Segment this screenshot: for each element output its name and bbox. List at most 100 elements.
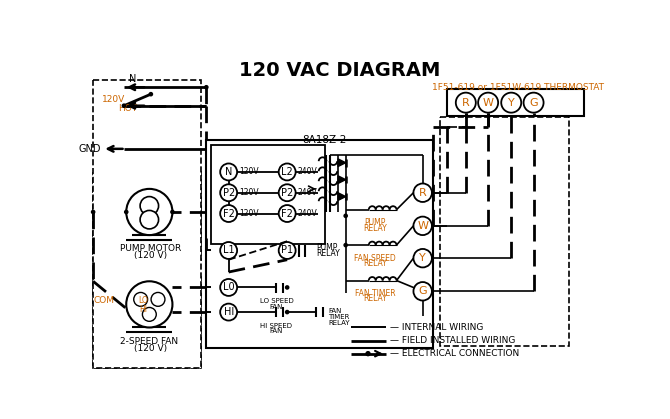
Circle shape bbox=[124, 210, 129, 214]
Circle shape bbox=[279, 205, 295, 222]
Bar bbox=[93, 277, 201, 368]
Circle shape bbox=[279, 184, 295, 201]
Circle shape bbox=[413, 282, 432, 300]
Circle shape bbox=[285, 285, 289, 290]
Circle shape bbox=[220, 163, 237, 181]
Text: Y: Y bbox=[419, 253, 426, 263]
Bar bbox=[93, 172, 201, 261]
Text: PUMP MOTOR: PUMP MOTOR bbox=[120, 244, 182, 253]
Text: 240V: 240V bbox=[297, 188, 317, 197]
Text: L0: L0 bbox=[223, 282, 234, 292]
Text: TIMER: TIMER bbox=[328, 314, 349, 320]
Circle shape bbox=[91, 210, 95, 214]
Text: N: N bbox=[225, 167, 232, 177]
Text: R: R bbox=[419, 188, 427, 198]
Circle shape bbox=[478, 93, 498, 113]
Circle shape bbox=[134, 292, 147, 306]
Text: HI: HI bbox=[224, 307, 234, 317]
Circle shape bbox=[413, 249, 432, 267]
Text: 240V: 240V bbox=[297, 168, 317, 176]
Text: LO SPEED: LO SPEED bbox=[259, 298, 293, 304]
Text: 2-SPEED FAN: 2-SPEED FAN bbox=[120, 337, 178, 347]
Text: PUMP: PUMP bbox=[316, 243, 338, 252]
Text: W: W bbox=[482, 98, 494, 108]
Circle shape bbox=[279, 163, 295, 181]
Text: — INTERNAL WIRING: — INTERNAL WIRING bbox=[389, 323, 483, 332]
Polygon shape bbox=[338, 159, 346, 166]
Circle shape bbox=[220, 279, 237, 296]
Text: F2: F2 bbox=[281, 209, 293, 219]
Circle shape bbox=[143, 308, 156, 321]
Circle shape bbox=[413, 184, 432, 202]
Text: P1: P1 bbox=[281, 246, 293, 256]
Text: R: R bbox=[462, 98, 470, 108]
Circle shape bbox=[365, 351, 371, 356]
Circle shape bbox=[140, 197, 159, 215]
Bar bbox=[448, 89, 584, 116]
Text: GND: GND bbox=[78, 144, 100, 154]
Polygon shape bbox=[338, 193, 346, 200]
Text: 120V: 120V bbox=[239, 188, 259, 197]
Circle shape bbox=[456, 93, 476, 113]
Circle shape bbox=[220, 184, 237, 201]
Text: 120V: 120V bbox=[239, 168, 259, 176]
Text: RELAY: RELAY bbox=[316, 249, 340, 258]
Text: P2: P2 bbox=[222, 188, 234, 198]
Text: RELAY: RELAY bbox=[363, 295, 387, 303]
Bar bbox=[206, 140, 433, 347]
Text: HI SPEED: HI SPEED bbox=[261, 323, 292, 329]
Bar bbox=[440, 116, 569, 346]
Text: L1: L1 bbox=[223, 246, 234, 256]
Circle shape bbox=[220, 242, 237, 259]
Circle shape bbox=[220, 304, 237, 321]
Text: FAN: FAN bbox=[270, 304, 283, 310]
Circle shape bbox=[204, 85, 208, 90]
Text: RELAY: RELAY bbox=[328, 320, 350, 326]
Circle shape bbox=[220, 205, 237, 222]
Circle shape bbox=[122, 103, 126, 108]
Text: 240V: 240V bbox=[297, 209, 317, 218]
Text: G: G bbox=[418, 286, 427, 296]
Circle shape bbox=[126, 281, 172, 328]
Text: LO: LO bbox=[138, 296, 148, 305]
Text: 1F51-619 or 1F51W-619 THERMOSTAT: 1F51-619 or 1F51W-619 THERMOSTAT bbox=[432, 83, 604, 92]
Text: F2: F2 bbox=[222, 209, 234, 219]
Text: PUMP: PUMP bbox=[364, 218, 386, 227]
Circle shape bbox=[126, 189, 172, 235]
Circle shape bbox=[343, 214, 348, 218]
Circle shape bbox=[501, 93, 521, 113]
Text: (120 V): (120 V) bbox=[134, 251, 167, 260]
Text: RELAY: RELAY bbox=[363, 223, 387, 233]
Text: G: G bbox=[529, 98, 538, 108]
Circle shape bbox=[279, 242, 295, 259]
Text: HOT: HOT bbox=[118, 104, 137, 113]
Text: P2: P2 bbox=[281, 188, 293, 198]
Text: 8A18Z-2: 8A18Z-2 bbox=[302, 135, 346, 145]
Circle shape bbox=[149, 92, 153, 96]
Text: FAN SPEED: FAN SPEED bbox=[354, 253, 396, 263]
Circle shape bbox=[140, 210, 159, 229]
Circle shape bbox=[523, 93, 543, 113]
Text: FAN TIMER: FAN TIMER bbox=[354, 289, 395, 298]
Text: HI: HI bbox=[139, 305, 147, 314]
Bar bbox=[93, 80, 201, 368]
Circle shape bbox=[151, 292, 165, 306]
Text: — ELECTRICAL CONNECTION: — ELECTRICAL CONNECTION bbox=[389, 349, 519, 358]
Text: W: W bbox=[417, 221, 428, 231]
Circle shape bbox=[285, 310, 289, 314]
Polygon shape bbox=[338, 176, 346, 184]
Text: FAN: FAN bbox=[270, 328, 283, 334]
Text: 120V: 120V bbox=[103, 95, 125, 104]
Text: FAN: FAN bbox=[328, 308, 341, 313]
Text: — FIELD INSTALLED WIRING: — FIELD INSTALLED WIRING bbox=[389, 336, 515, 345]
Text: Y: Y bbox=[508, 98, 515, 108]
Circle shape bbox=[413, 217, 432, 235]
Text: RELAY: RELAY bbox=[363, 259, 387, 268]
Circle shape bbox=[170, 210, 175, 214]
Text: N: N bbox=[129, 74, 137, 84]
Text: L2: L2 bbox=[281, 167, 293, 177]
Text: 120V: 120V bbox=[239, 209, 259, 218]
Text: (120 V): (120 V) bbox=[134, 344, 167, 353]
Text: 120 VAC DIAGRAM: 120 VAC DIAGRAM bbox=[239, 61, 440, 80]
Bar bbox=[211, 145, 325, 243]
